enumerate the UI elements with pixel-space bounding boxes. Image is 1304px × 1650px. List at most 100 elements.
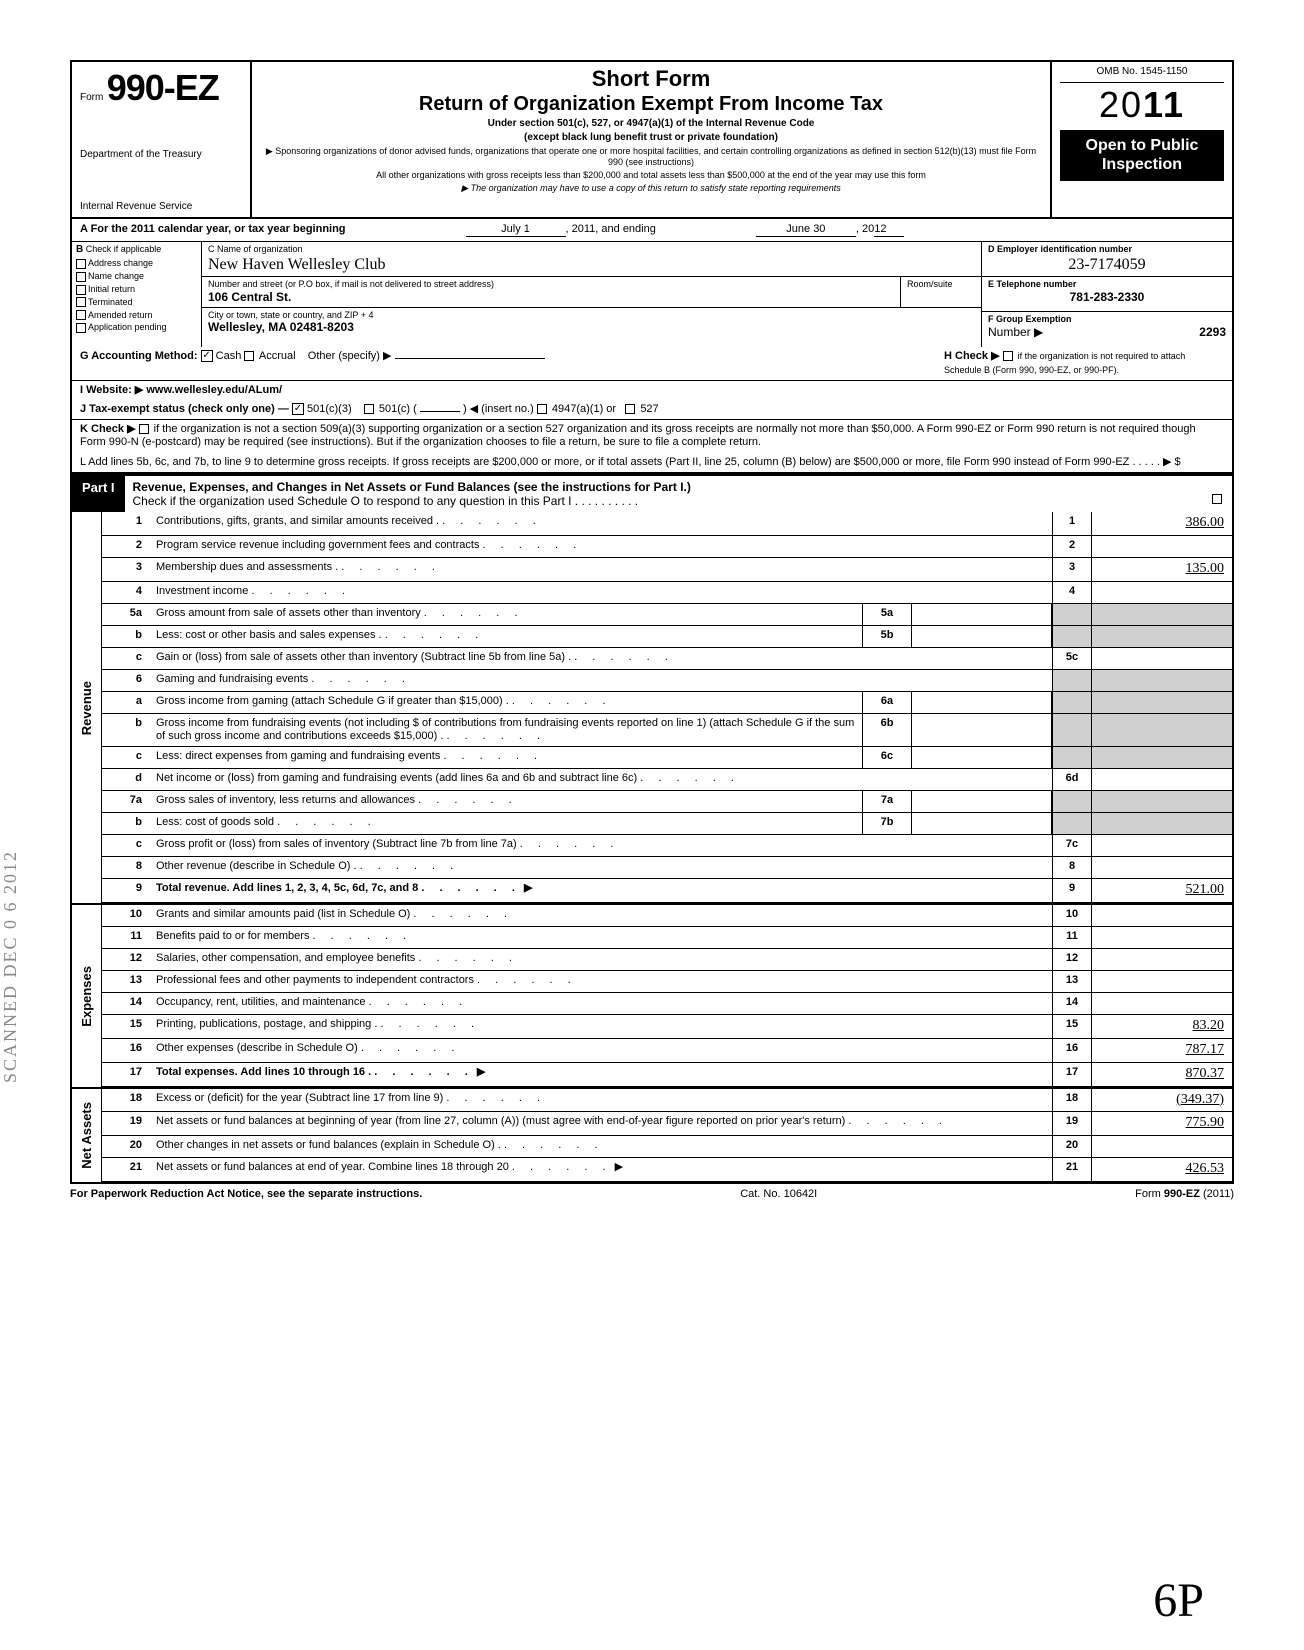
501c3-checkbox[interactable]: ✓ xyxy=(292,403,304,415)
end-val[interactable]: 386.00 xyxy=(1092,512,1232,535)
end-val[interactable] xyxy=(1092,971,1232,992)
addr-row: Number and street (or P.O box, if mail i… xyxy=(202,277,981,307)
short-form-label: Short Form xyxy=(260,66,1042,92)
col-b-sub: Check if applicable xyxy=(86,244,162,254)
colb-checkbox-0[interactable] xyxy=(76,259,86,269)
open-public-1: Open to Public xyxy=(1064,136,1220,155)
mid-box-val[interactable] xyxy=(912,714,1052,746)
grp-label2: Number ▶ xyxy=(988,325,1043,339)
end-val[interactable] xyxy=(1092,648,1232,669)
grp-label: F Group Exemption xyxy=(988,314,1226,325)
line-desc: Gross income from gaming (attach Schedul… xyxy=(152,692,862,713)
tax-year-end[interactable]: June 30 xyxy=(756,223,856,237)
end-val-shaded xyxy=(1092,626,1232,647)
form-number: 990-EZ xyxy=(107,67,219,108)
row-i: I Website: ▶ www.wellesley.edu/ALum/ xyxy=(70,381,1234,400)
part1-checkbox[interactable] xyxy=(1212,494,1222,504)
part1-check-text: Check if the organization used Schedule … xyxy=(133,494,639,508)
mid-box-val[interactable] xyxy=(912,626,1052,647)
col-d: D Employer identification number 23-7174… xyxy=(982,242,1232,347)
colb-label-5: Application pending xyxy=(88,322,167,332)
line-no: b xyxy=(102,813,152,834)
colb-checkbox-5[interactable] xyxy=(76,323,86,333)
other-specify-input[interactable] xyxy=(395,358,545,359)
end-no: 19 xyxy=(1052,1112,1092,1135)
grp-cell: F Group Exemption Number ▶ 2293 xyxy=(982,312,1232,347)
city-label: City or town, state or country, and ZIP … xyxy=(208,310,975,321)
end-val[interactable]: 870.37 xyxy=(1092,1063,1232,1086)
end-val[interactable]: 787.17 xyxy=(1092,1039,1232,1062)
city-value[interactable]: Wellesley, MA 02481-8203 xyxy=(208,320,975,334)
mid-box-val[interactable] xyxy=(912,604,1052,625)
end-val[interactable]: 775.90 xyxy=(1092,1112,1232,1135)
row-gh: G Accounting Method: ✓ Cash Accrual Othe… xyxy=(70,347,1234,380)
end-val[interactable]: 83.20 xyxy=(1092,1015,1232,1038)
end-val[interactable]: 426.53 xyxy=(1092,1158,1232,1181)
end-no-shaded xyxy=(1052,626,1092,647)
expenses-label: Expenses xyxy=(79,966,95,1027)
end-no-shaded xyxy=(1052,791,1092,812)
end-no: 10 xyxy=(1052,905,1092,926)
end-no: 14 xyxy=(1052,993,1092,1014)
end-val[interactable]: 521.00 xyxy=(1092,879,1232,902)
end-val[interactable] xyxy=(1092,582,1232,603)
line-desc: Gain or (loss) from sale of assets other… xyxy=(152,648,1052,669)
line-no: 19 xyxy=(102,1112,152,1135)
accrual-checkbox[interactable] xyxy=(244,351,254,361)
end-val[interactable] xyxy=(1092,905,1232,926)
tax-year-end-yr[interactable]: 12 xyxy=(874,223,904,237)
colb-checkbox-1[interactable] xyxy=(76,272,86,282)
tax-year-begin[interactable]: July 1 xyxy=(466,223,566,237)
org-name[interactable]: New Haven Wellesley Club xyxy=(208,255,975,274)
tel-value[interactable]: 781-283-2330 xyxy=(988,290,1226,304)
colb-checkbox-4[interactable] xyxy=(76,310,86,320)
mid-box-val[interactable] xyxy=(912,813,1052,834)
ein-value[interactable]: 23-7174059 xyxy=(988,255,1226,274)
end-val[interactable] xyxy=(1092,927,1232,948)
website-value[interactable]: www.wellesley.edu/ALum/ xyxy=(146,384,282,396)
end-val[interactable]: 135.00 xyxy=(1092,558,1232,581)
grp-value[interactable]: 2293 xyxy=(1199,325,1226,339)
h-checkbox[interactable] xyxy=(1003,351,1013,361)
expenses-side-label: Expenses xyxy=(72,905,102,1086)
end-val[interactable] xyxy=(1092,1136,1232,1157)
cash-checkbox[interactable]: ✓ xyxy=(201,350,213,362)
end-val[interactable]: (349.37) xyxy=(1092,1089,1232,1112)
end-val[interactable] xyxy=(1092,949,1232,970)
end-no: 21 xyxy=(1052,1158,1092,1181)
end-val[interactable] xyxy=(1092,835,1232,856)
end-val[interactable] xyxy=(1092,769,1232,790)
expenses-section: Expenses 10Grants and similar amounts pa… xyxy=(72,903,1232,1086)
527-checkbox[interactable] xyxy=(625,404,635,414)
mid-box-no: 5b xyxy=(862,626,912,647)
mid-box-val[interactable] xyxy=(912,791,1052,812)
501c-insert[interactable] xyxy=(420,411,460,412)
part1-check: Check if the organization used Schedule … xyxy=(133,494,1224,508)
501c-label: 501(c) ( xyxy=(379,403,417,415)
colb-item-1: Name change xyxy=(76,271,197,282)
colb-checkbox-3[interactable] xyxy=(76,297,86,307)
line-no: 18 xyxy=(102,1089,152,1112)
k-checkbox[interactable] xyxy=(139,424,149,434)
end-val-shaded xyxy=(1092,692,1232,713)
accrual-label: Accrual xyxy=(259,350,296,362)
line-row-18: 18Excess or (deficit) for the year (Subt… xyxy=(102,1089,1232,1113)
527-label: 527 xyxy=(640,403,658,415)
501c-checkbox[interactable] xyxy=(364,404,374,414)
addr-value[interactable]: 106 Central St. xyxy=(208,290,894,304)
colb-label-4: Amended return xyxy=(88,310,153,320)
colb-checkbox-2[interactable] xyxy=(76,285,86,295)
4947-label: 4947(a)(1) or xyxy=(552,403,616,415)
line-desc: Other expenses (describe in Schedule O) … xyxy=(152,1039,1052,1062)
open-public-2: Inspection xyxy=(1064,155,1220,174)
line-row-b: bLess: cost of goods sold . . . . . .7b xyxy=(102,813,1232,835)
mid-box-val[interactable] xyxy=(912,692,1052,713)
end-val-shaded xyxy=(1092,714,1232,746)
end-val[interactable] xyxy=(1092,536,1232,557)
i-label: I Website: ▶ xyxy=(80,384,143,396)
end-val[interactable] xyxy=(1092,857,1232,878)
end-val[interactable] xyxy=(1092,993,1232,1014)
mid-box-val[interactable] xyxy=(912,747,1052,768)
row-a: A For the 2011 calendar year, or tax yea… xyxy=(70,219,1234,242)
4947-checkbox[interactable] xyxy=(537,404,547,414)
